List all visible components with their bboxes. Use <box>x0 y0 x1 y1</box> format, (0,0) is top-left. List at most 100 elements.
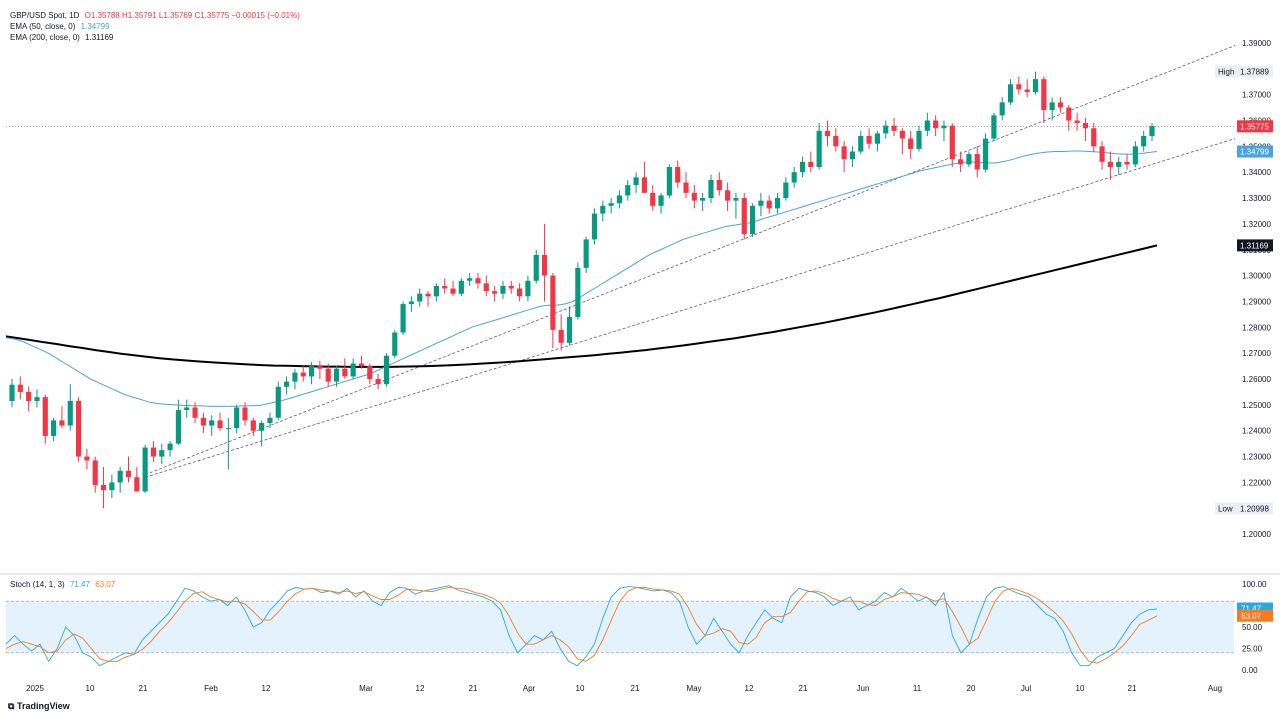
time-tick-label: 21 <box>1128 684 1137 693</box>
candle <box>92 456 98 493</box>
candle <box>1066 104 1072 131</box>
candle-body <box>284 381 290 387</box>
candle-body <box>833 136 839 147</box>
candle <box>142 444 148 493</box>
legend-ema200[interactable]: EMA (200, close, 0) 1.31169 <box>10 33 116 42</box>
candle <box>275 381 281 421</box>
time-axis[interactable]: 2025 10 21 Feb 12 Mar 12 21 Apr 10 21 May 12 21 Jun 11 2… <box>26 684 1222 693</box>
candle <box>874 130 880 152</box>
candle-body <box>192 407 198 418</box>
candle-body <box>325 368 331 382</box>
stoch-tick-label: 50.00 <box>1242 623 1263 632</box>
candle-body <box>1099 146 1105 162</box>
time-tick-label: 21 <box>799 684 808 693</box>
candle-body <box>849 151 856 160</box>
candle <box>758 192 764 217</box>
candle-body <box>517 288 523 297</box>
candle <box>467 273 473 286</box>
time-tick-label: Mar <box>359 684 373 693</box>
candle-body <box>1149 126 1155 136</box>
candle-body <box>26 391 32 401</box>
stoch-band <box>6 601 1234 653</box>
candle <box>209 415 215 436</box>
candle <box>958 151 964 173</box>
stoch-d-badge-text: 63.07 <box>1241 612 1262 621</box>
candle-body <box>400 304 406 333</box>
legend-ema50[interactable]: EMA (50, close, 0) 1.34799 <box>10 22 113 31</box>
candle-body <box>417 293 423 302</box>
candle-body <box>425 293 431 297</box>
price-axis[interactable]: 1.390001.380001.370001.360001.350001.340… <box>1215 39 1273 539</box>
candle <box>217 412 223 431</box>
ema200-badge-text: 1.31169 <box>1240 241 1269 250</box>
candle-body <box>783 182 789 199</box>
candle-body <box>675 167 681 183</box>
last-price-badge: 1.35775 <box>1237 120 1273 133</box>
candle-body <box>100 485 107 491</box>
candle <box>1091 123 1097 152</box>
candle <box>417 288 423 307</box>
candle-body <box>175 410 182 444</box>
candle-body <box>433 285 439 297</box>
candle-body <box>841 146 847 160</box>
time-tick-label: Jul <box>1021 684 1031 693</box>
candle-body <box>59 420 65 426</box>
stoch-tick-label: 25.00 <box>1242 645 1263 654</box>
candle <box>242 402 248 426</box>
time-tick-label: 10 <box>1076 684 1085 693</box>
candle <box>949 123 955 168</box>
candle-body <box>9 384 15 401</box>
high-badge: High 1.37889 <box>1215 65 1273 78</box>
candle <box>1016 76 1022 95</box>
candle-body <box>600 205 606 214</box>
candle-body <box>142 447 148 492</box>
legend-symbol[interactable]: GBP/USD Spot, 1D O1.35788 H1.35791 L1.35… <box>10 11 303 20</box>
candle-body <box>1066 107 1072 121</box>
candle-body <box>883 125 889 134</box>
candle-body <box>367 366 373 380</box>
ema200-label: EMA (200, close, 0) <box>10 33 80 42</box>
candle <box>658 192 664 214</box>
candle-body <box>766 200 772 209</box>
candle <box>34 389 40 408</box>
candle <box>974 146 980 178</box>
candle <box>583 236 589 274</box>
candle <box>533 249 539 284</box>
tradingview-logo[interactable]: ⧉ TradingView <box>8 701 70 712</box>
candle <box>774 192 781 214</box>
candle-body <box>824 130 831 136</box>
trendline <box>145 138 1236 478</box>
legend-stoch[interactable]: Stoch (14, 1, 3) 71.47 63.07 <box>10 580 118 589</box>
ema50-badge-box <box>1237 145 1273 158</box>
stoch-tick-label: 100.00 <box>1242 580 1267 589</box>
candle-body <box>184 407 190 411</box>
candle <box>1049 97 1055 121</box>
candle-body <box>442 285 448 289</box>
candle <box>1132 141 1138 168</box>
candle <box>492 285 498 302</box>
candle-body <box>541 254 548 276</box>
candle-body <box>167 443 173 451</box>
candle-body <box>725 190 731 201</box>
candle-body <box>117 470 123 483</box>
candle <box>891 117 897 136</box>
price-tick-label: 1.32000 <box>1242 220 1271 229</box>
candle-body <box>508 285 514 289</box>
candle-body <box>209 420 215 426</box>
candle-body <box>1041 79 1047 111</box>
candle-body <box>242 407 248 421</box>
candle <box>700 192 706 211</box>
candle <box>292 368 298 390</box>
candle <box>192 402 198 423</box>
stoch-k-value: 71.47 <box>69 580 90 589</box>
candle <box>666 164 672 199</box>
last-price-badge-box <box>1237 120 1273 133</box>
candle <box>833 128 839 152</box>
candle-body <box>1074 120 1080 124</box>
candle <box>966 151 972 168</box>
ema200-badge: 1.31169 <box>1237 239 1273 252</box>
high-badge-text: 1.37889 <box>1240 68 1269 77</box>
candle <box>442 278 448 294</box>
stoch-d-value: 63.07 <box>95 580 116 589</box>
